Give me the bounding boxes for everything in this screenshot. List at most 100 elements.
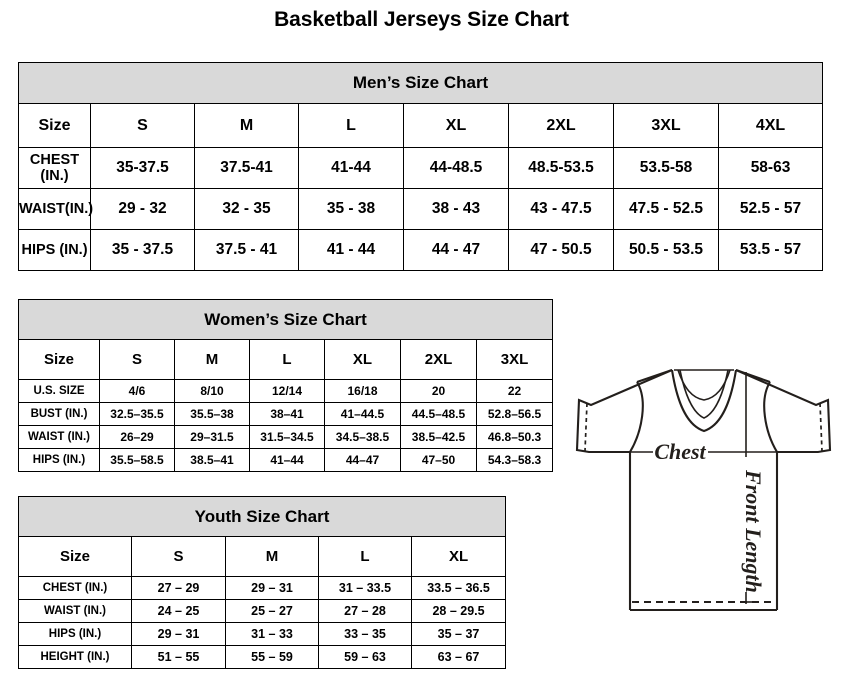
- womens-hips-l: 41–44: [249, 448, 325, 472]
- youth-hips-l: 33 – 35: [318, 622, 412, 646]
- youth-row-label-height: HEIGHT (IN.): [18, 645, 132, 669]
- womens-col-header-3xl: 3XL: [475, 339, 554, 380]
- youth-height-xl: 63 – 67: [410, 645, 507, 669]
- mens-hips-4xl: 53.5 - 57: [717, 229, 824, 271]
- mens-chart-caption: Men’s Size Chart: [17, 62, 824, 104]
- womens-col-header-m: M: [174, 339, 250, 380]
- youth-chart-caption: Youth Size Chart: [17, 496, 507, 537]
- womens-bust-m: 35.5–38: [174, 402, 250, 426]
- mens-chest-2xl: 48.5-53.5: [508, 147, 614, 189]
- youth-hips-m: 31 – 33: [225, 622, 319, 646]
- mens-hips-s: 35 - 37.5: [90, 229, 195, 271]
- womens-us-size-m: 8/10: [174, 379, 250, 403]
- womens-us-size-l: 12/14: [249, 379, 325, 403]
- mens-col-header-s: S: [90, 103, 195, 148]
- youth-col-header-m: M: [225, 536, 319, 577]
- womens-hips-m: 38.5–41: [174, 448, 250, 472]
- mens-caption-row: Men’s Size Chart: [17, 62, 824, 104]
- front-length-measurement-label: Front Length: [741, 469, 766, 593]
- mens-waist-2xl: 43 - 47.5: [508, 188, 614, 230]
- mens-chest-4xl: 58-63: [717, 147, 824, 189]
- chest-measurement-label: Chest: [654, 439, 706, 464]
- youth-height-l: 59 – 63: [318, 645, 412, 669]
- mens-row-label-chest: CHEST (IN.): [18, 147, 91, 189]
- womens-bust-3xl: 52.8–56.5: [475, 402, 554, 426]
- mens-waist-4xl: 52.5 - 57: [717, 188, 824, 230]
- mens-hips-xl: 44 - 47: [403, 229, 509, 271]
- mens-col-header-4xl: 4XL: [717, 103, 824, 148]
- table-row: HIPS (IN.) 29 – 31 31 – 33 33 – 35 35 – …: [18, 622, 507, 646]
- womens-us-size-xl: 16/18: [324, 379, 401, 403]
- youth-col-header-size: Size: [18, 536, 132, 577]
- table-row: U.S. SIZE 4/6 8/10 12/14 16/18 20 22: [18, 379, 554, 403]
- womens-bust-xl: 41–44.5: [324, 402, 401, 426]
- youth-height-s: 51 – 55: [131, 645, 226, 669]
- youth-col-header-l: L: [318, 536, 412, 577]
- womens-bust-2xl: 44.5–48.5: [400, 402, 477, 426]
- table-row: HIPS (IN.) 35.5–58.5 38.5–41 41–44 44–47…: [18, 448, 554, 472]
- womens-caption-row: Women’s Size Chart: [17, 299, 554, 340]
- womens-row-label-us-size: U.S. SIZE: [18, 379, 100, 403]
- youth-chest-xl: 33.5 – 36.5: [410, 576, 507, 600]
- womens-col-header-xl: XL: [324, 339, 401, 380]
- womens-us-size-s: 4/6: [99, 379, 175, 403]
- mens-row-label-hips: HIPS (IN.): [18, 229, 91, 271]
- youth-waist-m: 25 – 27: [225, 599, 319, 623]
- mens-chest-xl: 44-48.5: [403, 147, 509, 189]
- youth-header-row: Size S M L XL: [18, 536, 507, 577]
- womens-waist-m: 29–31.5: [174, 425, 250, 449]
- mens-col-header-2xl: 2XL: [508, 103, 614, 148]
- mens-header-row: Size S M L XL 2XL 3XL 4XL: [18, 103, 824, 148]
- womens-waist-xl: 34.5–38.5: [324, 425, 401, 449]
- womens-hips-2xl: 47–50: [400, 448, 477, 472]
- mens-col-header-3xl: 3XL: [613, 103, 719, 148]
- table-row: CHEST (IN.) 27 – 29 29 – 31 31 – 33.5 33…: [18, 576, 507, 600]
- youth-col-header-s: S: [131, 536, 226, 577]
- womens-size-chart-table: Women’s Size Chart Size S M L XL 2XL 3XL…: [17, 299, 554, 472]
- youth-caption-row: Youth Size Chart: [17, 496, 507, 537]
- womens-row-label-waist: WAIST (IN.): [18, 425, 100, 449]
- mens-chest-m: 37.5-41: [194, 147, 299, 189]
- mens-row-label-waist: WAIST(IN.): [18, 188, 93, 230]
- youth-hips-xl: 35 – 37: [410, 622, 507, 646]
- womens-waist-3xl: 46.8–50.3: [475, 425, 554, 449]
- table-row: CHEST (IN.) 35-37.5 37.5-41 41-44 44-48.…: [18, 147, 824, 189]
- womens-us-size-3xl: 22: [475, 379, 554, 403]
- mens-chest-3xl: 53.5-58: [613, 147, 719, 189]
- mens-waist-m: 32 - 35: [194, 188, 299, 230]
- womens-header-row: Size S M L XL 2XL 3XL: [18, 339, 554, 380]
- table-row: WAIST (IN.) 26–29 29–31.5 31.5–34.5 34.5…: [18, 425, 554, 449]
- mens-chest-l: 41-44: [298, 147, 404, 189]
- womens-waist-s: 26–29: [99, 425, 175, 449]
- youth-waist-s: 24 – 25: [131, 599, 226, 623]
- youth-row-label-waist: WAIST (IN.): [18, 599, 132, 623]
- mens-col-header-size: Size: [18, 103, 91, 148]
- table-row: HIPS (IN.) 35 - 37.5 37.5 - 41 41 - 44 4…: [18, 229, 824, 271]
- table-row: WAIST (IN.) 24 – 25 25 – 27 27 – 28 28 –…: [18, 599, 507, 623]
- womens-waist-2xl: 38.5–42.5: [400, 425, 477, 449]
- youth-chest-s: 27 – 29: [131, 576, 226, 600]
- mens-chest-s: 35-37.5: [90, 147, 195, 189]
- mens-waist-3xl: 47.5 - 52.5: [613, 188, 719, 230]
- womens-col-header-2xl: 2XL: [400, 339, 477, 380]
- mens-waist-s: 29 - 32: [90, 188, 195, 230]
- table-row: HEIGHT (IN.) 51 – 55 55 – 59 59 – 63 63 …: [18, 645, 507, 669]
- mens-size-chart-table: Men’s Size Chart Size S M L XL 2XL 3XL 4…: [17, 62, 824, 271]
- womens-col-header-size: Size: [18, 339, 100, 380]
- womens-hips-xl: 44–47: [324, 448, 401, 472]
- mens-col-header-xl: XL: [403, 103, 509, 148]
- youth-row-label-chest: CHEST (IN.): [18, 576, 132, 600]
- table-row: WAIST(IN.) 29 - 32 32 - 35 35 - 38 38 - …: [18, 188, 824, 230]
- womens-hips-s: 35.5–58.5: [99, 448, 175, 472]
- youth-waist-l: 27 – 28: [318, 599, 412, 623]
- jersey-measurement-diagram: Chest Front Length: [556, 352, 839, 652]
- womens-col-header-l: L: [249, 339, 325, 380]
- youth-size-chart-table: Youth Size Chart Size S M L XL CHEST (IN…: [17, 496, 507, 669]
- youth-col-header-xl: XL: [410, 536, 507, 577]
- womens-row-label-bust: BUST (IN.): [18, 402, 100, 426]
- womens-bust-l: 38–41: [249, 402, 325, 426]
- mens-hips-m: 37.5 - 41: [194, 229, 299, 271]
- womens-row-label-hips: HIPS (IN.): [18, 448, 100, 472]
- mens-hips-2xl: 47 - 50.5: [508, 229, 614, 271]
- womens-hips-3xl: 54.3–58.3: [475, 448, 554, 472]
